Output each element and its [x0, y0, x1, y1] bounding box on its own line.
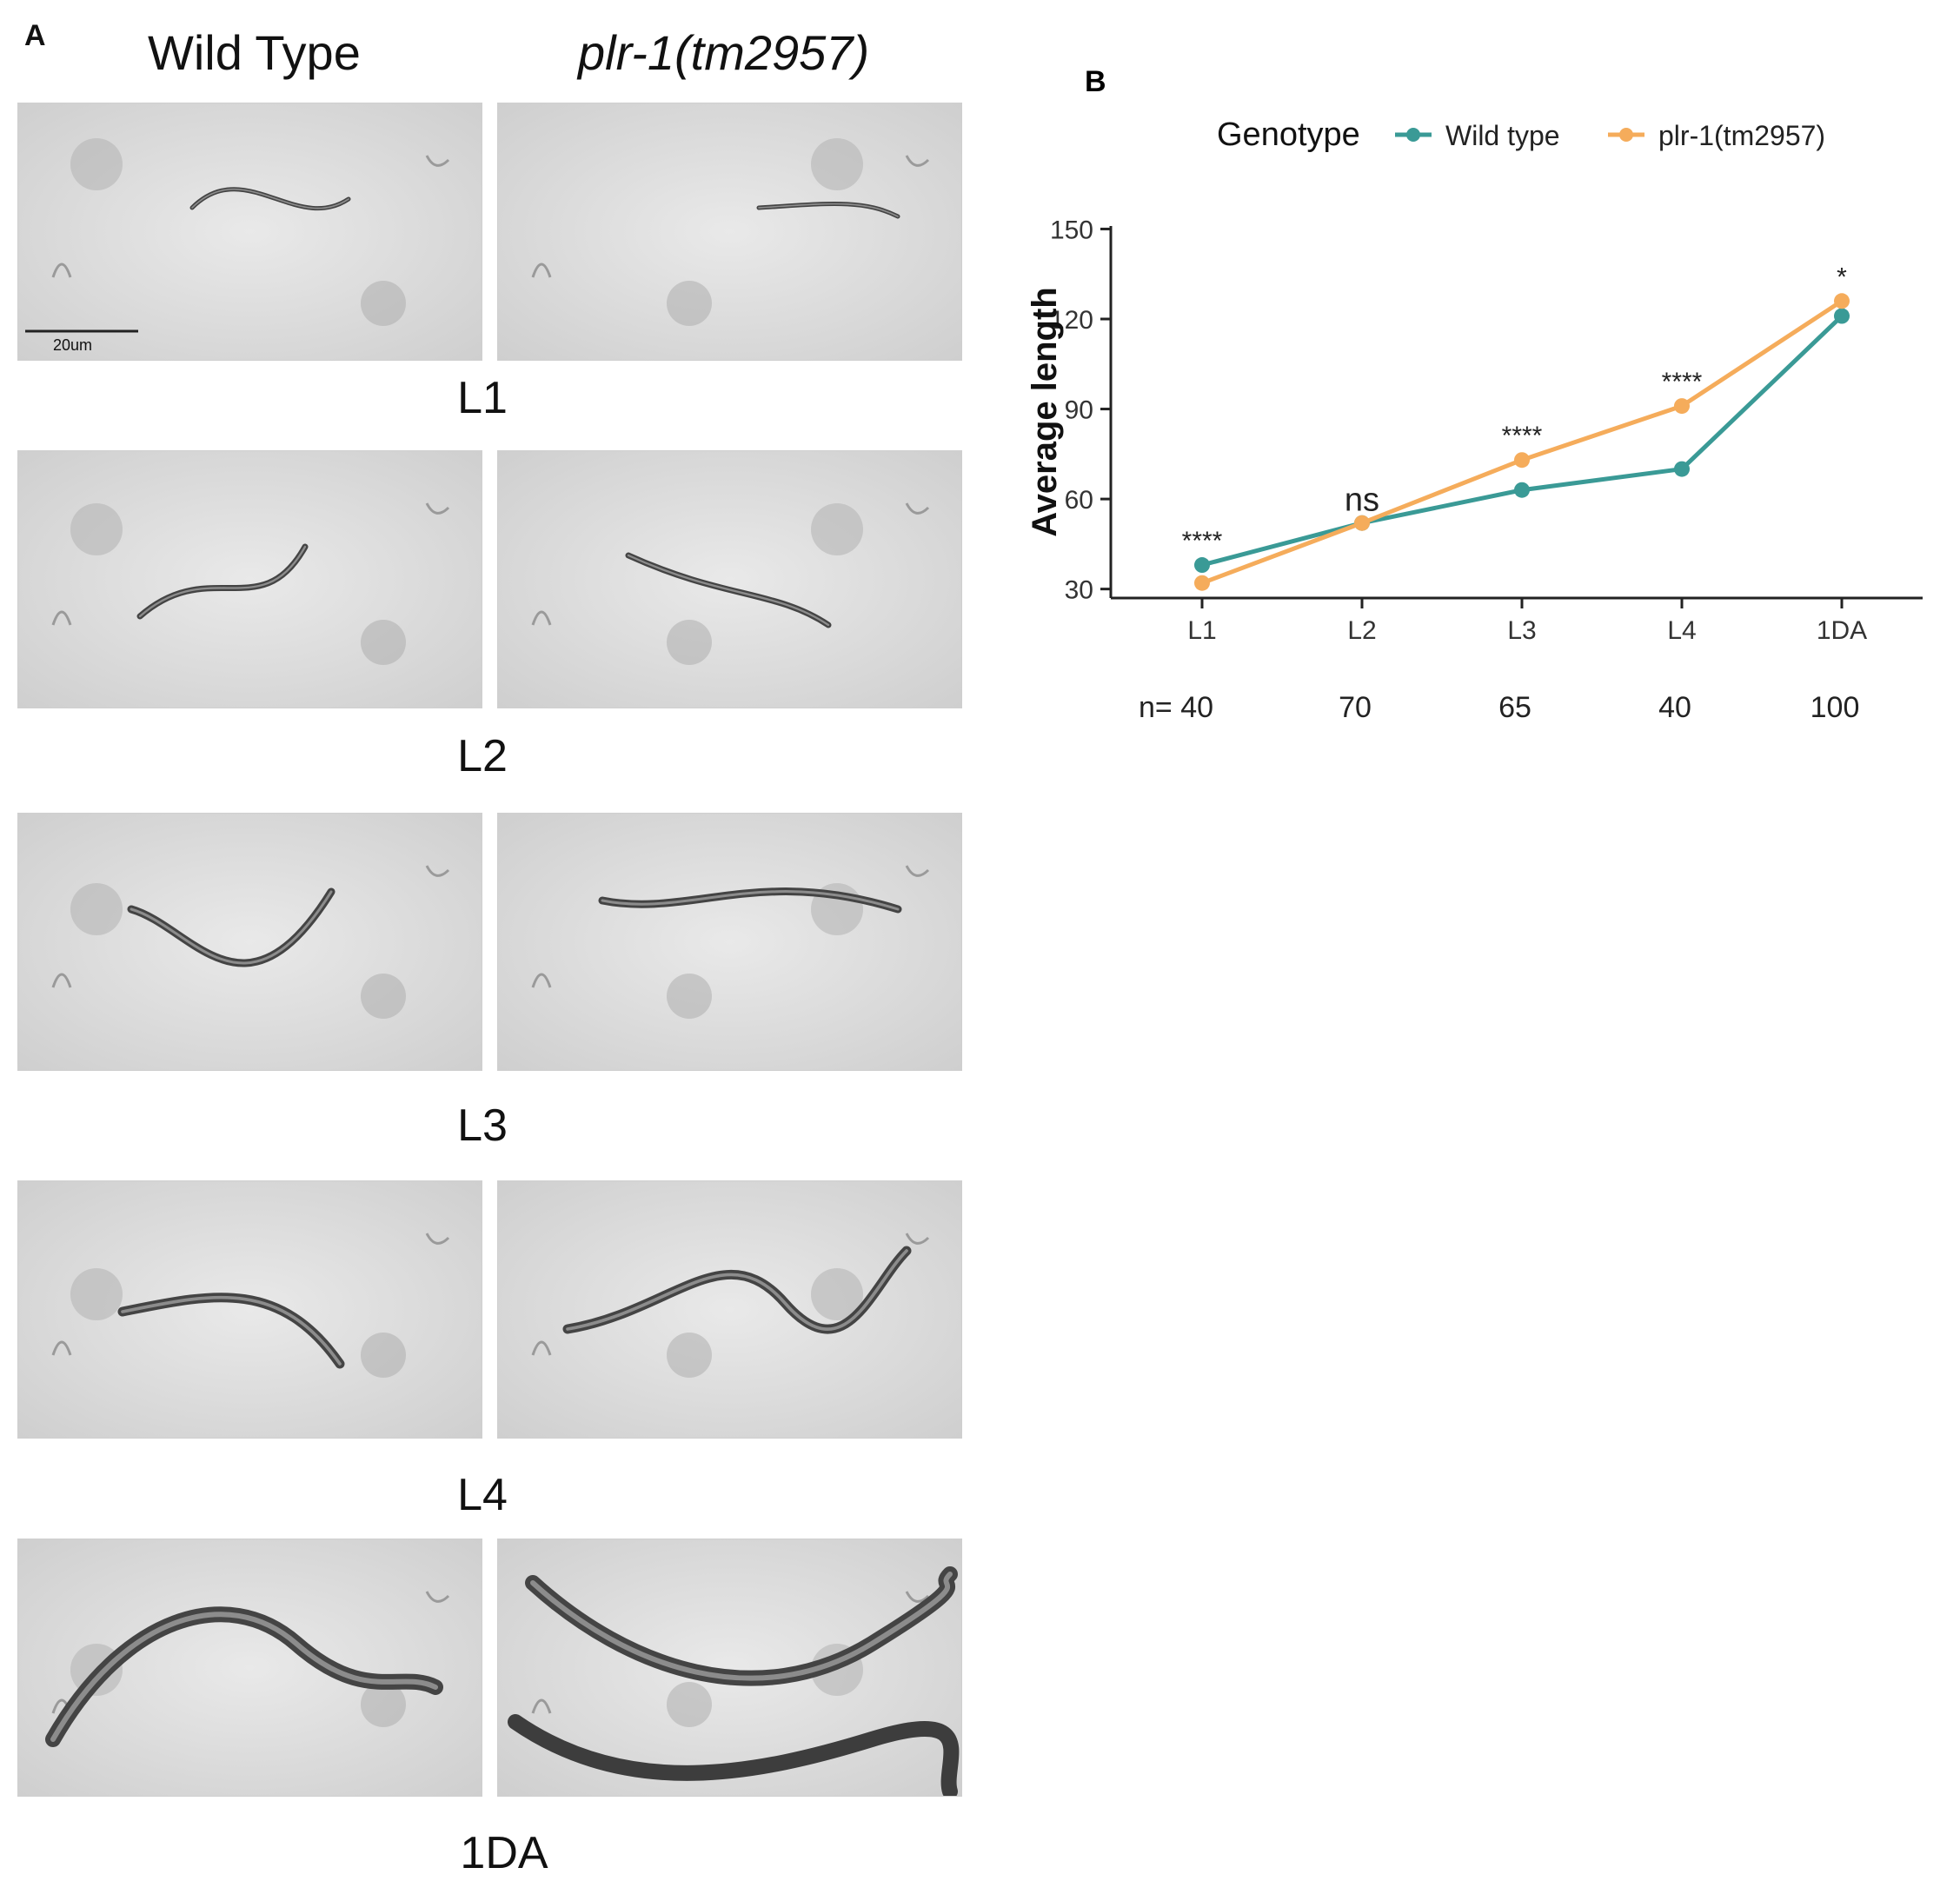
legend-marker-1	[1619, 128, 1633, 142]
micrograph-l4-mutant	[497, 1180, 962, 1439]
sample-size-3: 40	[1658, 691, 1691, 724]
line-chart: B Genotype Wild type plr-1(tm2957) 30 60 90 120…	[1026, 65, 1923, 724]
data-point-s1-l2	[1354, 515, 1370, 531]
micrograph-l4-wild-type	[17, 1180, 482, 1439]
sample-size-0: n= 40	[1139, 691, 1213, 724]
x-tick-label-l1: L1	[1187, 616, 1216, 645]
stage-label-l3: L3	[457, 1100, 508, 1151]
legend-label-1: plr-1(tm2957)	[1658, 120, 1825, 151]
micrograph-l1-wild-type: 20um	[17, 103, 482, 361]
y-axis-label: Average length	[1026, 287, 1064, 536]
significance-label-1da: *	[1837, 263, 1847, 291]
legend-title: Genotype	[1217, 116, 1360, 153]
micrograph-1da-wild-type	[17, 1539, 482, 1797]
legend-marker-0	[1406, 128, 1420, 142]
stage-label-l1: L1	[457, 373, 508, 423]
stage-label-1da: 1DA	[460, 1828, 548, 1878]
x-tick-label-1da: 1DA	[1817, 616, 1867, 645]
micrograph-l1-mutant	[497, 103, 962, 361]
significance-label-l1: ****	[1182, 527, 1223, 555]
significance-label-l3: ****	[1502, 422, 1543, 450]
y-tick-label: 30	[1065, 576, 1093, 605]
stage-label-l2: L2	[457, 731, 508, 781]
micrograph-l2-wild-type	[17, 450, 482, 708]
data-point-s0-1da	[1834, 308, 1850, 324]
x-tick-label-l4: L4	[1667, 616, 1696, 645]
data-point-s0-l3	[1514, 482, 1530, 498]
sample-size-2: 65	[1498, 691, 1531, 724]
x-tick-label-l3: L3	[1507, 616, 1536, 645]
data-point-s1-1da	[1834, 293, 1850, 309]
y-tick-label: 90	[1065, 396, 1093, 425]
wild-type-title: Wild Type	[148, 25, 361, 80]
sample-size-4: 100	[1811, 691, 1860, 724]
x-tick-label-l2: L2	[1347, 616, 1376, 645]
mutant-title: plr-1(tm2957)	[578, 25, 870, 80]
panel-b-letter: B	[1085, 65, 1106, 98]
legend-label-0: Wild type	[1445, 120, 1560, 151]
scale-bar-label: 20um	[53, 336, 93, 354]
data-point-s0-l1	[1194, 557, 1210, 574]
sample-size-1: 70	[1339, 691, 1372, 724]
stage-label-l4: L4	[457, 1470, 508, 1520]
significance-label-l2: ns	[1345, 482, 1379, 519]
y-tick-label: 120	[1050, 306, 1093, 335]
significance-label-l4: ****	[1662, 368, 1703, 396]
micrograph-l2-mutant	[497, 450, 962, 708]
data-point-s1-l3	[1514, 452, 1530, 469]
data-point-s0-l4	[1674, 461, 1690, 477]
micrograph-1da-mutant	[497, 1539, 962, 1797]
y-tick-label: 150	[1050, 216, 1093, 244]
y-tick-label: 60	[1065, 486, 1093, 515]
data-point-s1-l4	[1674, 398, 1690, 415]
micrograph-l3-wild-type	[17, 813, 482, 1071]
micrograph-l3-mutant	[497, 813, 962, 1071]
data-point-s1-l1	[1194, 575, 1210, 591]
panel-a-letter: A	[24, 19, 46, 52]
